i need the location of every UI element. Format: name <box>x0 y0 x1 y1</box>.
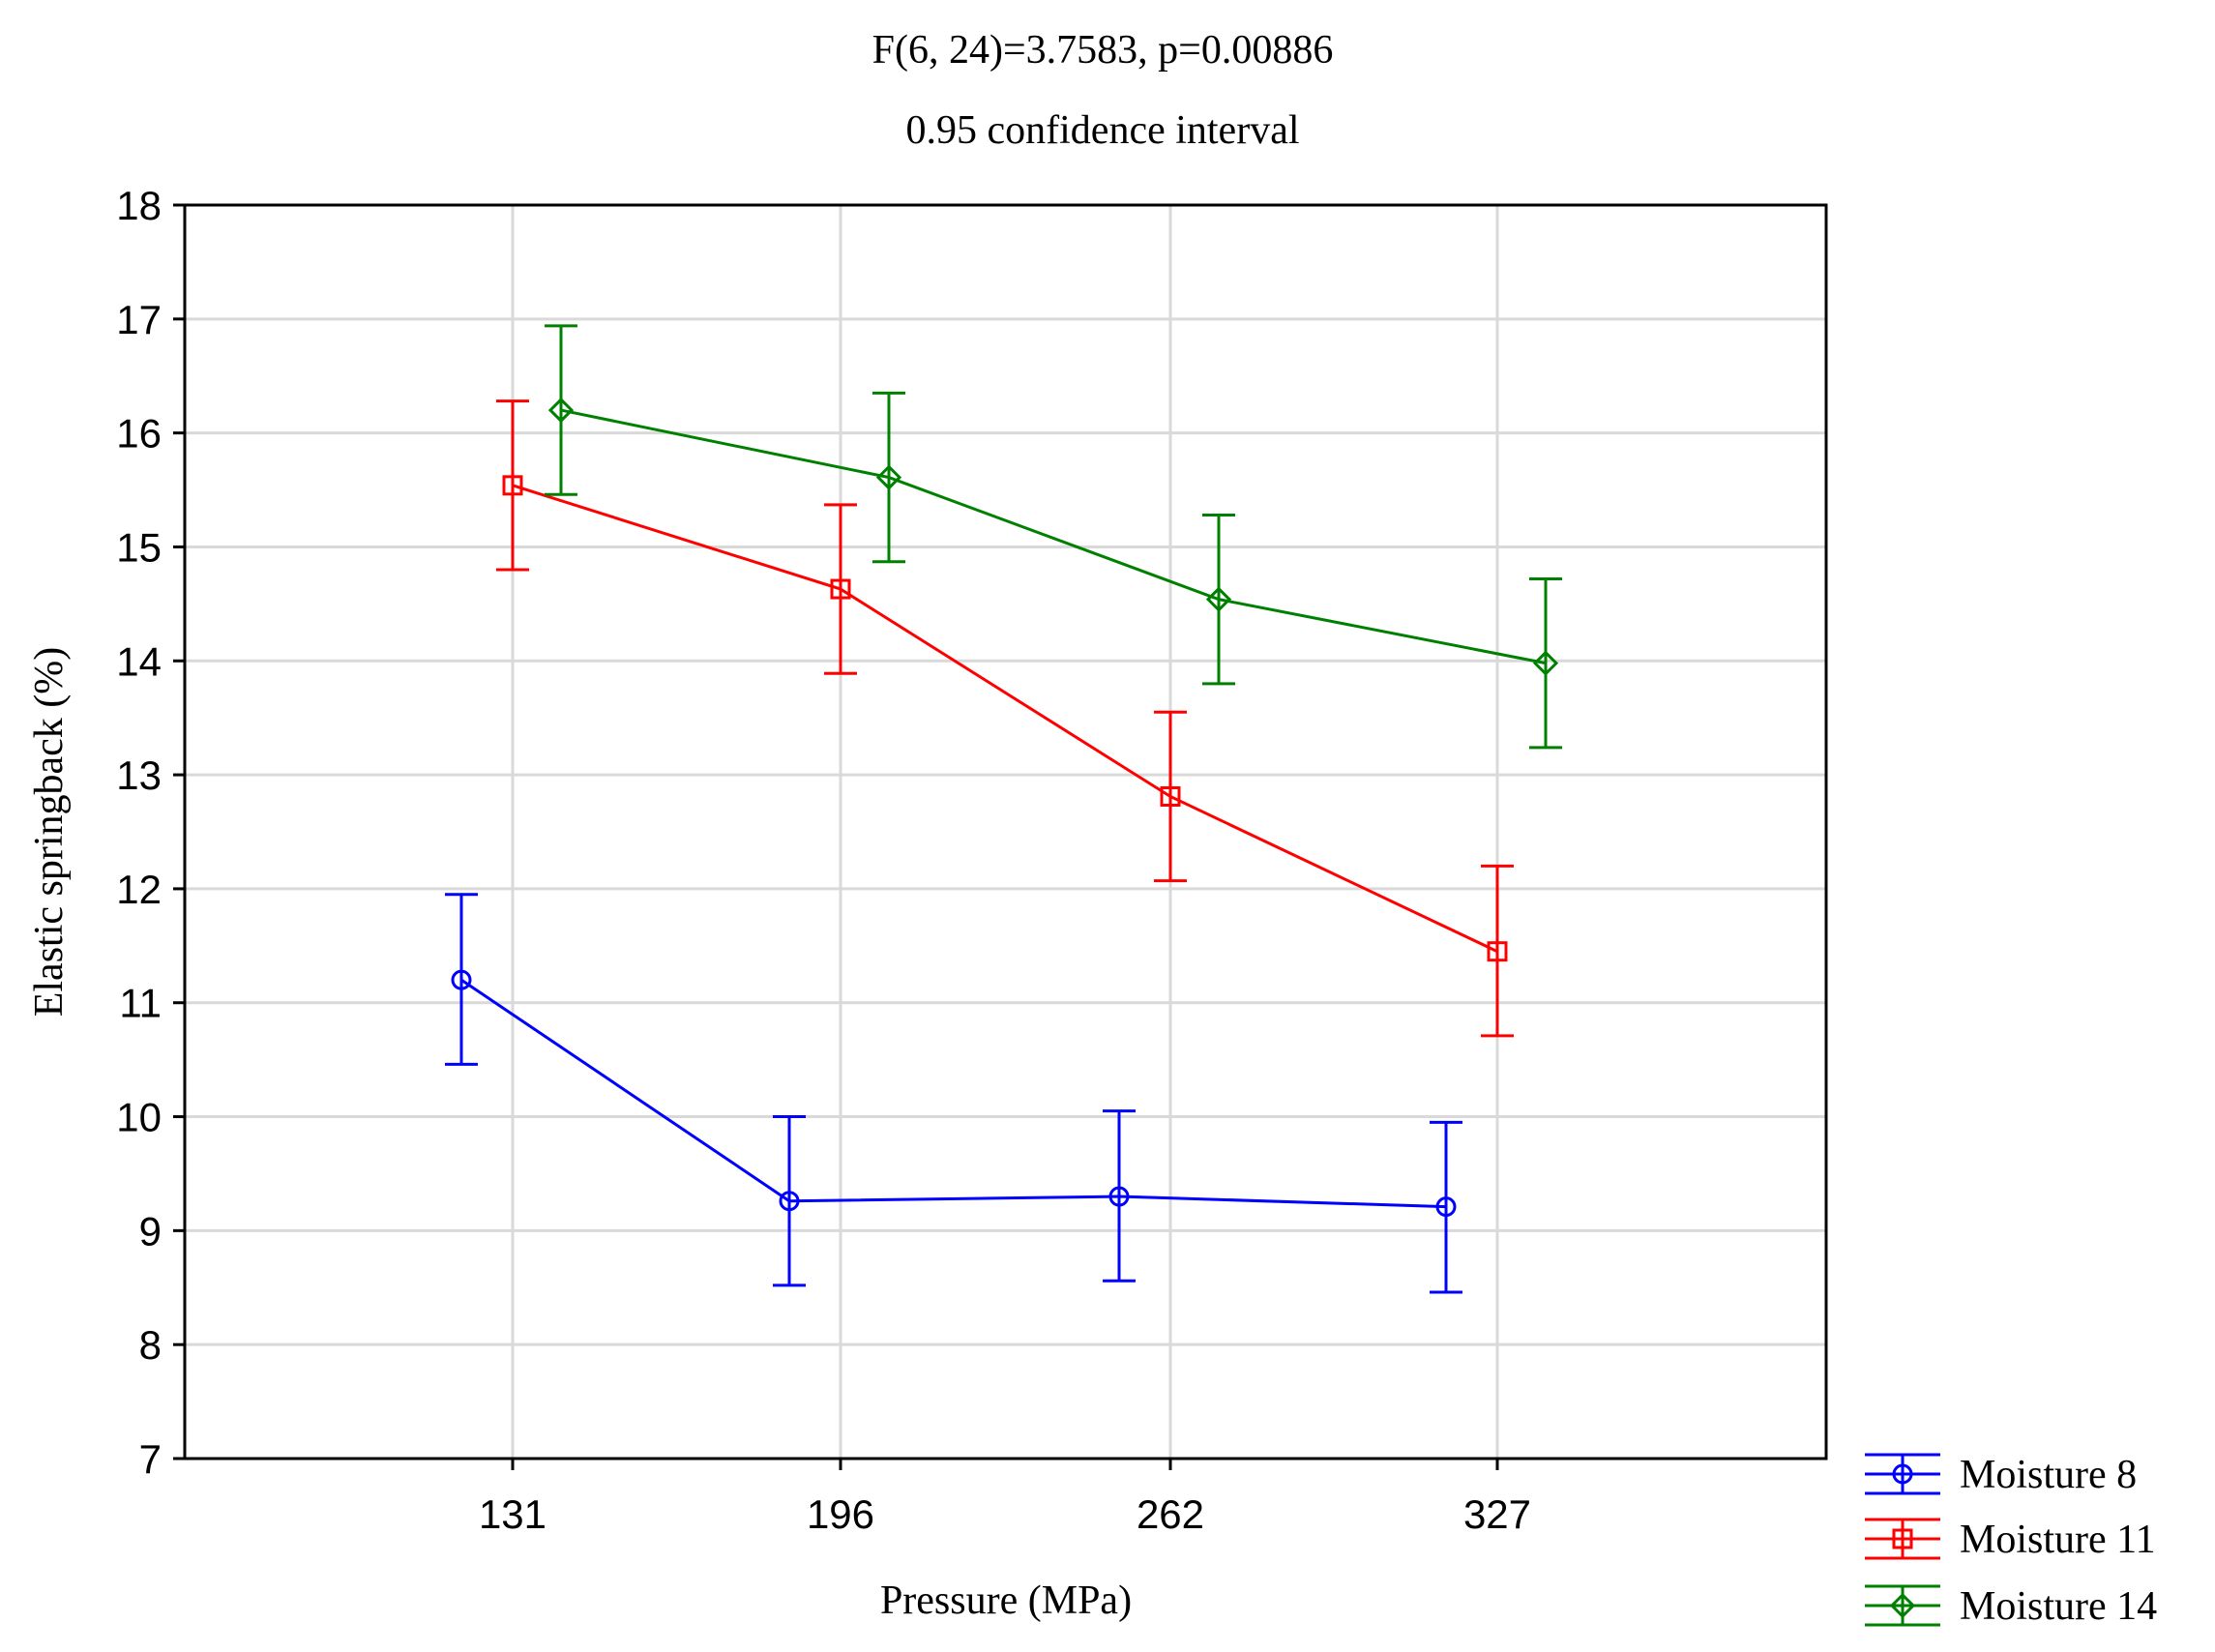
data-point <box>875 464 902 490</box>
series-line <box>460 978 1447 1209</box>
data-point <box>830 578 851 600</box>
data-point <box>502 475 523 496</box>
legend-label: Moisture 14 <box>1960 1584 2157 1629</box>
chart-subtitle: 0.95 confidence interval <box>906 108 1300 153</box>
y-tick-label: 16 <box>116 411 162 457</box>
y-tick-label: 7 <box>139 1436 162 1482</box>
x-tick-label: 262 <box>1137 1491 1204 1537</box>
data-point <box>779 1191 800 1212</box>
series-line <box>512 484 1498 954</box>
y-tick-label: 18 <box>116 183 162 228</box>
legend-item: Moisture 11 <box>1865 1518 2156 1562</box>
legend-label: Moisture 8 <box>1960 1453 2137 1497</box>
legend-item: Moisture 14 <box>1865 1584 2157 1629</box>
chart-title: F(6, 24)=3.7583, p=0.00886 <box>872 28 1334 73</box>
series-moisture-11 <box>496 399 1514 1038</box>
x-axis-label: Pressure (MPa) <box>880 1578 1132 1623</box>
data-point <box>547 397 575 424</box>
y-tick-label: 17 <box>116 297 162 342</box>
x-tick-label: 196 <box>807 1491 874 1537</box>
legend-item: Moisture 8 <box>1865 1453 2137 1497</box>
series-layer <box>445 324 1562 1294</box>
x-tick-label: 131 <box>479 1491 546 1537</box>
y-tick-label: 11 <box>119 981 162 1026</box>
legend-marker <box>1892 1463 1913 1485</box>
y-tick-label: 12 <box>116 867 162 912</box>
legend-marker <box>1892 1528 1913 1549</box>
y-tick-label: 10 <box>116 1095 162 1140</box>
y-tick-label: 13 <box>116 752 162 798</box>
axes: 7 8 9 10 11 12 13 14 15 16 17 18 131 196 262 327 <box>116 183 1531 1537</box>
legend: Moisture 8 Moisture 11 Moisture 14 <box>1865 1453 2157 1629</box>
y-tick-label: 8 <box>139 1322 162 1368</box>
data-point <box>1205 586 1232 612</box>
y-axis-label: Elastic springback (%) <box>27 647 72 1018</box>
y-tick-label: 14 <box>116 638 162 684</box>
series-moisture-8 <box>445 893 1462 1294</box>
series-line <box>560 408 1547 665</box>
plot-frame <box>183 203 1828 1460</box>
data-point <box>1487 941 1508 962</box>
data-point <box>1532 650 1559 676</box>
data-point <box>1435 1196 1457 1218</box>
data-point <box>1108 1186 1130 1207</box>
legend-label: Moisture 11 <box>1960 1518 2156 1562</box>
legend-marker <box>1889 1592 1916 1619</box>
x-tick-label: 327 <box>1463 1491 1531 1537</box>
y-tick-label: 9 <box>139 1208 162 1254</box>
data-point <box>1160 785 1181 807</box>
data-point <box>451 969 472 990</box>
series-moisture-14 <box>545 324 1562 750</box>
grid-lines <box>185 205 1826 1459</box>
y-tick-label: 15 <box>116 524 162 570</box>
